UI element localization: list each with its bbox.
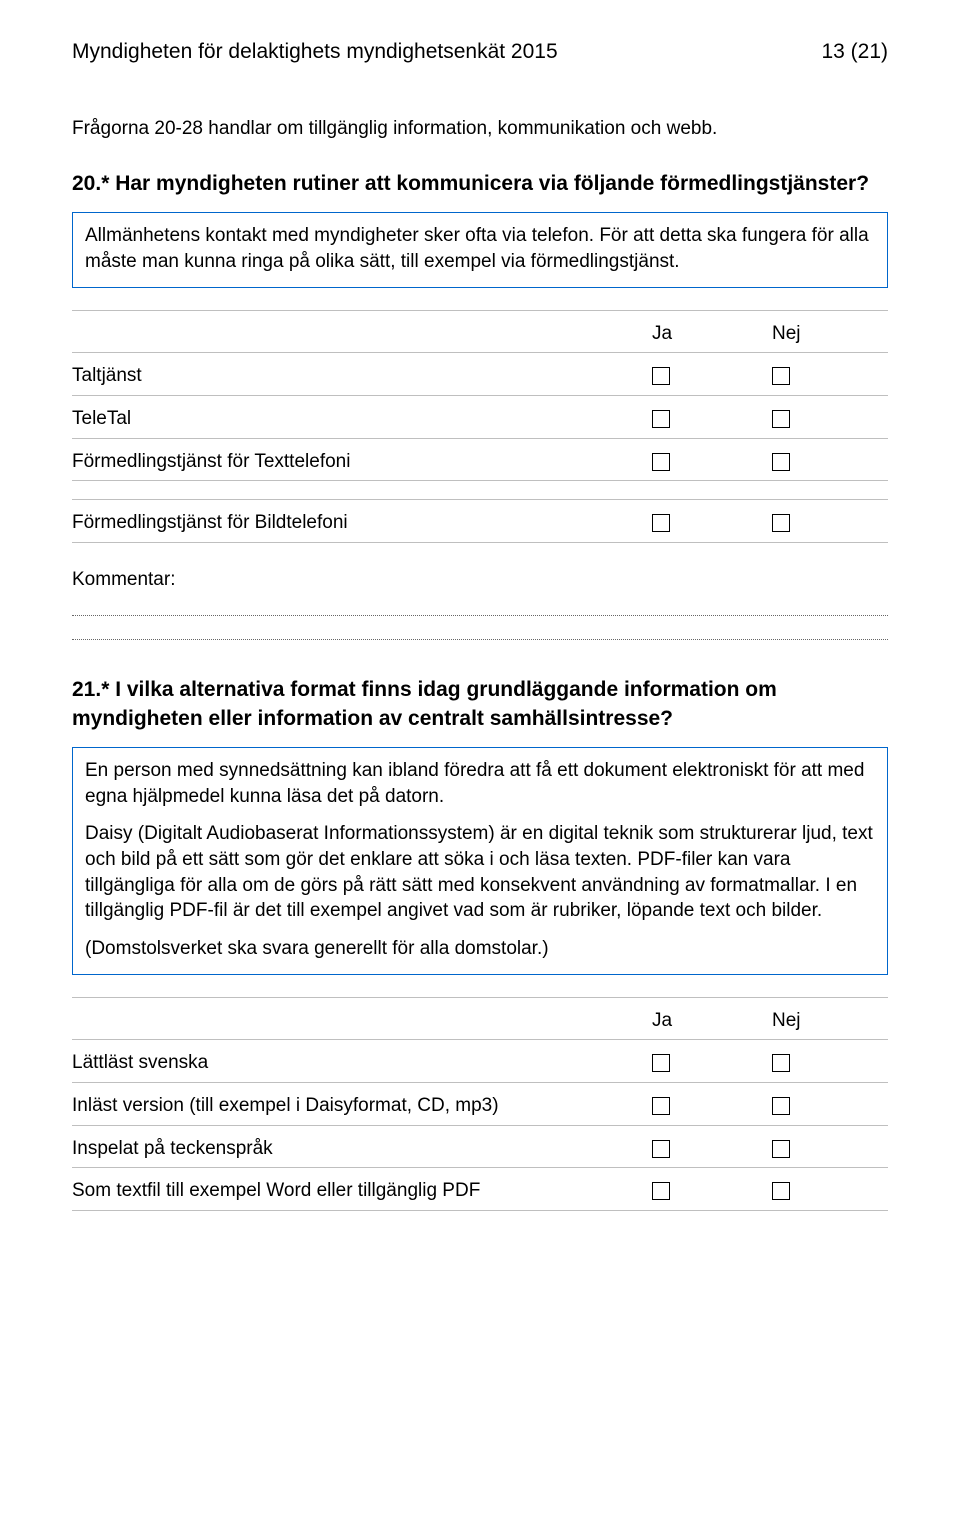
page-header: Myndigheten för delaktighets myndighetse… <box>72 38 888 66</box>
q21-row-label: Som textfil till exempel Word eller till… <box>72 1178 648 1204</box>
table-row: TeleTal <box>72 396 888 439</box>
checkbox[interactable] <box>772 453 790 471</box>
q21-table: Ja Nej Lättläst svenska Inläst version (… <box>72 997 888 1211</box>
q20-info-text: Allmänhetens kontakt med myndigheter ske… <box>85 223 875 274</box>
q21-title: 21.* I vilka alternativa format finns id… <box>72 676 888 733</box>
table-row: Inspelat på teckenspråk <box>72 1126 888 1169</box>
checkbox[interactable] <box>772 1097 790 1115</box>
q21-info-box: En person med synnedsättning kan ibland … <box>72 747 888 974</box>
checkbox[interactable] <box>652 1140 670 1158</box>
q21-row-label: Inläst version (till exempel i Daisyform… <box>72 1093 648 1119</box>
table-row: Som textfil till exempel Word eller till… <box>72 1168 888 1211</box>
intro-text: Frågorna 20-28 handlar om tillgänglig in… <box>72 116 888 142</box>
checkbox[interactable] <box>652 1182 670 1200</box>
checkbox[interactable] <box>652 1097 670 1115</box>
q21-row-label: Inspelat på teckenspråk <box>72 1136 648 1162</box>
table-row: Förmedlingstjänst för Bildtelefoni <box>72 499 888 543</box>
checkbox[interactable] <box>652 367 670 385</box>
q20-row-label: TeleTal <box>72 406 648 432</box>
q20-title: 20.* Har myndigheten rutiner att kommuni… <box>72 170 888 198</box>
q21-info-p1: En person med synnedsättning kan ibland … <box>85 758 875 809</box>
q20-table: Ja Nej Taltjänst TeleTal Förmedlingstjän… <box>72 310 888 543</box>
q20-table-head: Ja Nej <box>72 310 888 354</box>
table-row: Lättläst svenska <box>72 1040 888 1083</box>
q20-row-label: Förmedlingstjänst för Texttelefoni <box>72 449 648 475</box>
table-row: Inläst version (till exempel i Daisyform… <box>72 1083 888 1126</box>
checkbox[interactable] <box>652 453 670 471</box>
q20-head-nej: Nej <box>768 321 888 347</box>
q21-info-p2: Daisy (Digitalt Audiobaserat Information… <box>85 821 875 924</box>
table-row: Förmedlingstjänst för Texttelefoni <box>72 439 888 482</box>
q20-row-label: Förmedlingstjänst för Bildtelefoni <box>72 510 648 536</box>
q21-head-nej: Nej <box>768 1008 888 1034</box>
q21-table-head: Ja Nej <box>72 997 888 1041</box>
checkbox[interactable] <box>772 514 790 532</box>
checkbox[interactable] <box>652 514 670 532</box>
checkbox[interactable] <box>772 410 790 428</box>
checkbox[interactable] <box>772 367 790 385</box>
q21-info-p3: (Domstolsverket ska svara generellt för … <box>85 936 875 962</box>
q20-row-label: Taltjänst <box>72 363 648 389</box>
kommentar-line[interactable] <box>72 616 888 640</box>
kommentar-label: Kommentar: <box>72 567 888 593</box>
checkbox[interactable] <box>772 1054 790 1072</box>
header-page-number: 13 (21) <box>821 38 888 66</box>
q21-head-ja: Ja <box>648 1008 768 1034</box>
checkbox[interactable] <box>772 1140 790 1158</box>
q21-row-label: Lättläst svenska <box>72 1050 648 1076</box>
table-row: Taltjänst <box>72 353 888 396</box>
kommentar-block: Kommentar: <box>72 567 888 641</box>
kommentar-line[interactable] <box>72 592 888 616</box>
checkbox[interactable] <box>772 1182 790 1200</box>
checkbox[interactable] <box>652 410 670 428</box>
checkbox[interactable] <box>652 1054 670 1072</box>
q20-info-box: Allmänhetens kontakt med myndigheter ske… <box>72 212 888 287</box>
header-title: Myndigheten för delaktighets myndighetse… <box>72 38 558 66</box>
q20-head-ja: Ja <box>648 321 768 347</box>
